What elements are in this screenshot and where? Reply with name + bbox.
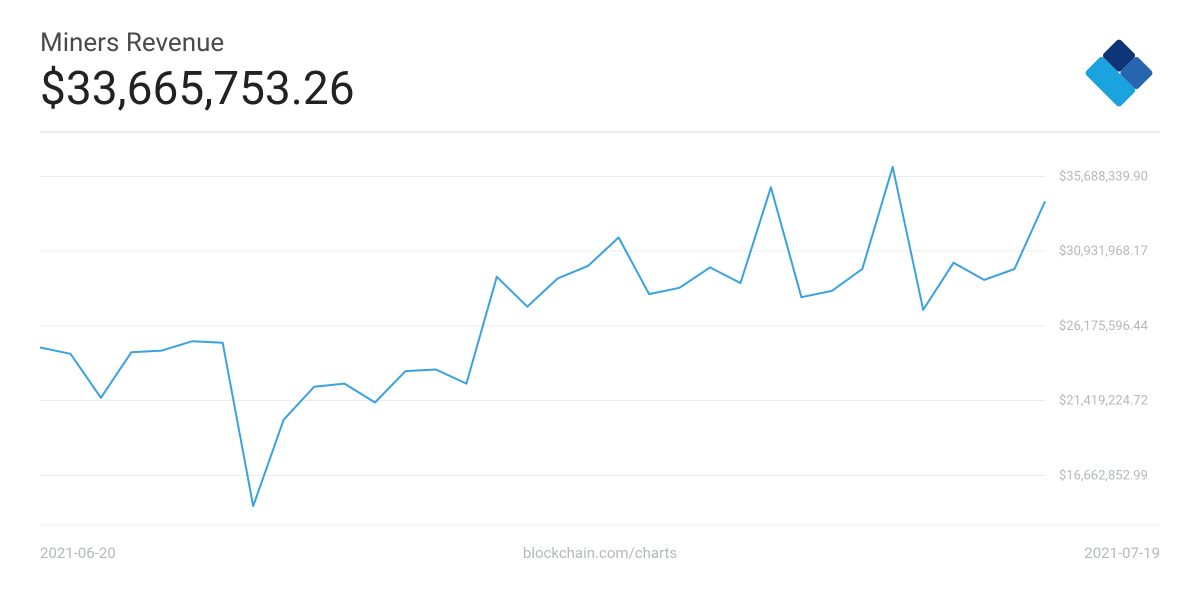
chart-card: Miners Revenue $33,665,753.26 $35,688,33… [0,0,1200,600]
y-axis-tick-label: $30,931,968.17 [1059,244,1148,259]
chart-current-value: $33,665,753.26 [40,62,1160,116]
y-axis-tick-label: $16,662,852.99 [1059,468,1148,483]
x-axis-end-date: 2021-07-19 [1084,544,1160,562]
chart-footer: 2021-06-20 blockchain.com/charts 2021-07… [40,544,1160,564]
y-axis-tick-label: $26,175,596.44 [1059,319,1149,334]
chart-header: Miners Revenue $33,665,753.26 [40,28,1160,126]
chart-title: Miners Revenue [40,28,1160,58]
chart-plot-area: $35,688,339.90 $30,931,968.17 $26,175,596.… [40,130,1160,530]
y-axis-tick-label: $35,688,339.90 [1059,169,1148,184]
x-axis-start-date: 2021-06-20 [40,544,116,562]
revenue-line-series [40,167,1045,506]
chart-source-label: blockchain.com/charts [523,544,677,562]
blockchain-logo-icon [1078,32,1160,114]
y-axis-tick-label: $21,419,224.72 [1059,394,1148,409]
line-chart-svg: $35,688,339.90 $30,931,968.17 $26,175,596.… [40,130,1160,530]
